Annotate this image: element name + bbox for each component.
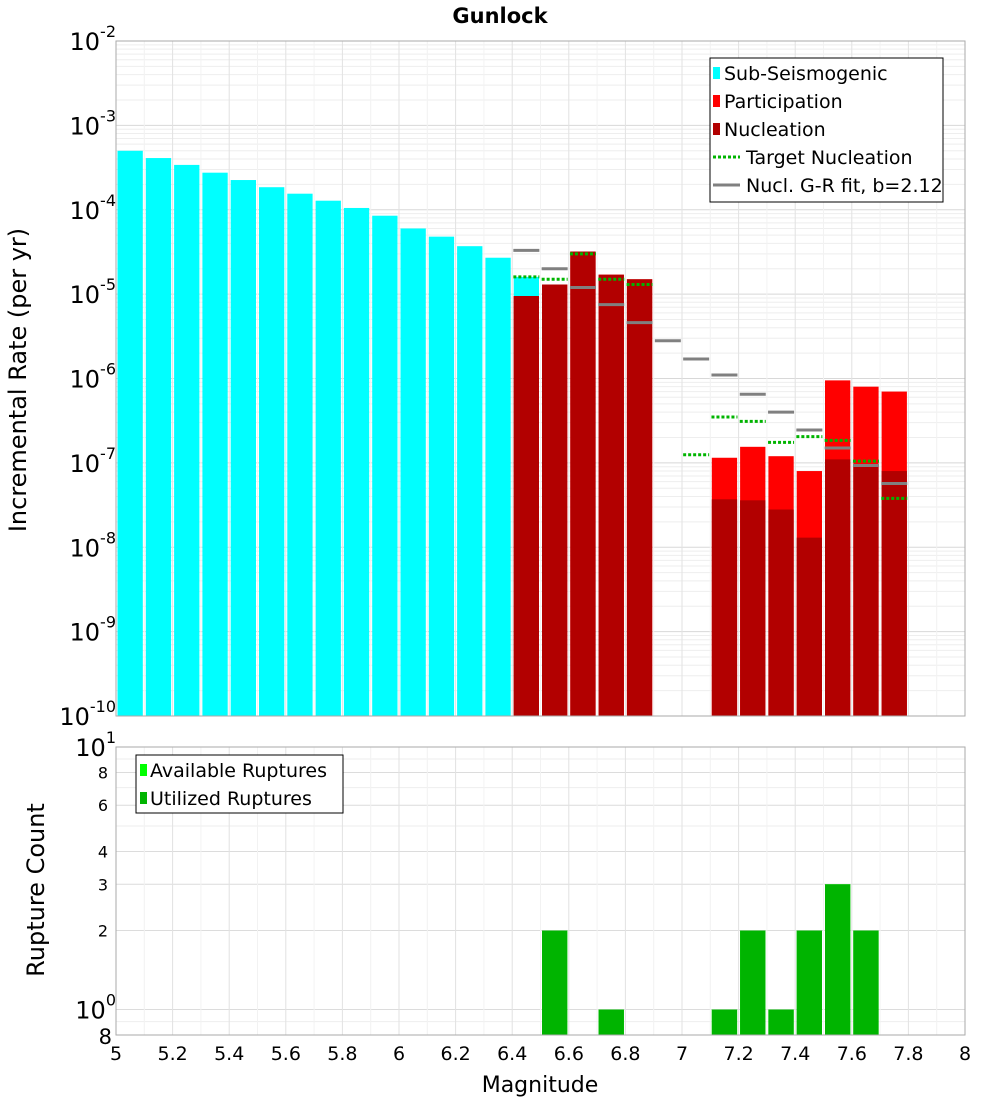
legend-label: Utilized Ruptures [150,788,312,810]
x-tick-label: 5 [110,1043,122,1065]
legend-swatch [713,95,720,107]
top-y-tick-label: 10-7 [70,444,117,478]
nucleation-bar [626,279,653,716]
nucleation-bar [542,284,568,716]
top-y-tick-label: 10-10 [59,697,116,731]
bottom-y-tick-label: 101 [75,728,116,762]
x-tick-label: 7.2 [723,1043,753,1065]
top-legend-box [709,57,944,203]
nucleation-bar [825,459,851,716]
legend-swatch [140,764,147,776]
x-tick-label: 8 [959,1043,971,1065]
top-y-tick-label: 10-5 [70,275,117,309]
top-y-tick-label: 10-4 [70,191,117,225]
utilized-ruptures-bar [796,930,822,1035]
utilized-ruptures-bar [825,884,851,1035]
chart-title: Gunlock [452,4,548,28]
bottom-plot-frame [115,746,966,1036]
nucleation-bar [881,471,907,716]
x-axis-label: Magnitude [482,1073,599,1098]
x-tick-label: 7.8 [893,1043,923,1065]
utilized-ruptures-bar [711,1009,738,1035]
nucleation-bar [513,296,539,716]
nucleation-bar [853,464,879,716]
top-y-tick-label: 10-3 [70,106,117,140]
sub-seismogenic-bar [457,246,483,716]
sub-seismogenic-bar [174,164,200,716]
legend-label: Sub-Seismogenic [724,63,888,85]
nucleation-bar [570,251,596,716]
bottom-y-tick-label: 8 [98,763,108,782]
sub-seismogenic-bar [287,193,313,716]
top-y-tick-label: 10-8 [70,528,117,562]
bottom-y-tick-label: 8 [99,1025,112,1049]
x-tick-label: 7 [676,1043,688,1065]
x-tick-label: 7.6 [837,1043,867,1065]
x-tick-label: 5.4 [214,1043,244,1065]
sub-seismogenic-bar [428,236,455,716]
legend-label: Nucleation [724,119,826,141]
utilized-ruptures-bar [853,930,879,1035]
legend-label: Nucl. G-R fit, b=2.12 [746,175,943,197]
utilized-ruptures-bar [542,930,568,1035]
nucleation-bar [740,500,766,716]
x-tick-label: 6 [393,1043,405,1065]
legend-swatch [140,792,147,804]
legend-label: Target Nucleation [745,147,913,169]
utilized-ruptures-bar [598,1009,624,1035]
sub-seismogenic-bar [400,228,426,716]
x-tick-label: 7.4 [780,1043,810,1065]
x-tick-label: 6.2 [440,1043,470,1065]
top-plot-frame [115,40,966,717]
sub-seismogenic-bar [117,150,143,716]
bottom-y-tick-label: 6 [98,796,108,815]
bottom-y-tick-label: 100 [75,991,116,1025]
utilized-ruptures-bar [768,1009,794,1035]
nucleation-bar [711,499,738,716]
legend-label: Available Ruptures [150,760,327,782]
top-y-tick-label: 10-9 [70,613,117,647]
x-tick-label: 5.2 [157,1043,187,1065]
top-y-tick-label: 10-2 [70,22,117,56]
utilized-ruptures-bar [740,930,766,1035]
sub-seismogenic-bar [230,180,256,716]
sub-seismogenic-bar [485,257,511,716]
legend-label: Participation [724,91,843,113]
legend-swatch [713,123,720,135]
bottom-y-tick-label: 4 [98,842,108,861]
sub-seismogenic-bar [202,172,228,717]
x-tick-label: 6.4 [497,1043,527,1065]
sub-seismogenic-bar [315,200,341,716]
sub-seismogenic-bar [372,215,398,717]
bottom-y-tick-label: 3 [98,875,108,894]
top-y-tick-label: 10-6 [70,360,117,394]
x-tick-label: 6.6 [554,1043,584,1065]
nucleation-bar [598,274,624,716]
bottom-y-axis-label: Rupture Count [22,803,50,977]
top-y-axis-label: Incremental Rate (per yr) [4,228,32,532]
legend-swatch [713,67,720,79]
bottom-y-tick-label: 2 [98,922,108,941]
nucleation-bar [768,509,794,716]
x-tick-label: 6.8 [610,1043,640,1065]
bottom-legend-box [135,754,344,814]
x-tick-label: 5.8 [327,1043,357,1065]
sub-seismogenic-bar [259,187,285,716]
nucleation-bar [796,537,822,716]
x-tick-label: 5.6 [271,1043,301,1065]
sub-seismogenic-bar [343,207,370,716]
sub-seismogenic-bar [145,158,172,716]
